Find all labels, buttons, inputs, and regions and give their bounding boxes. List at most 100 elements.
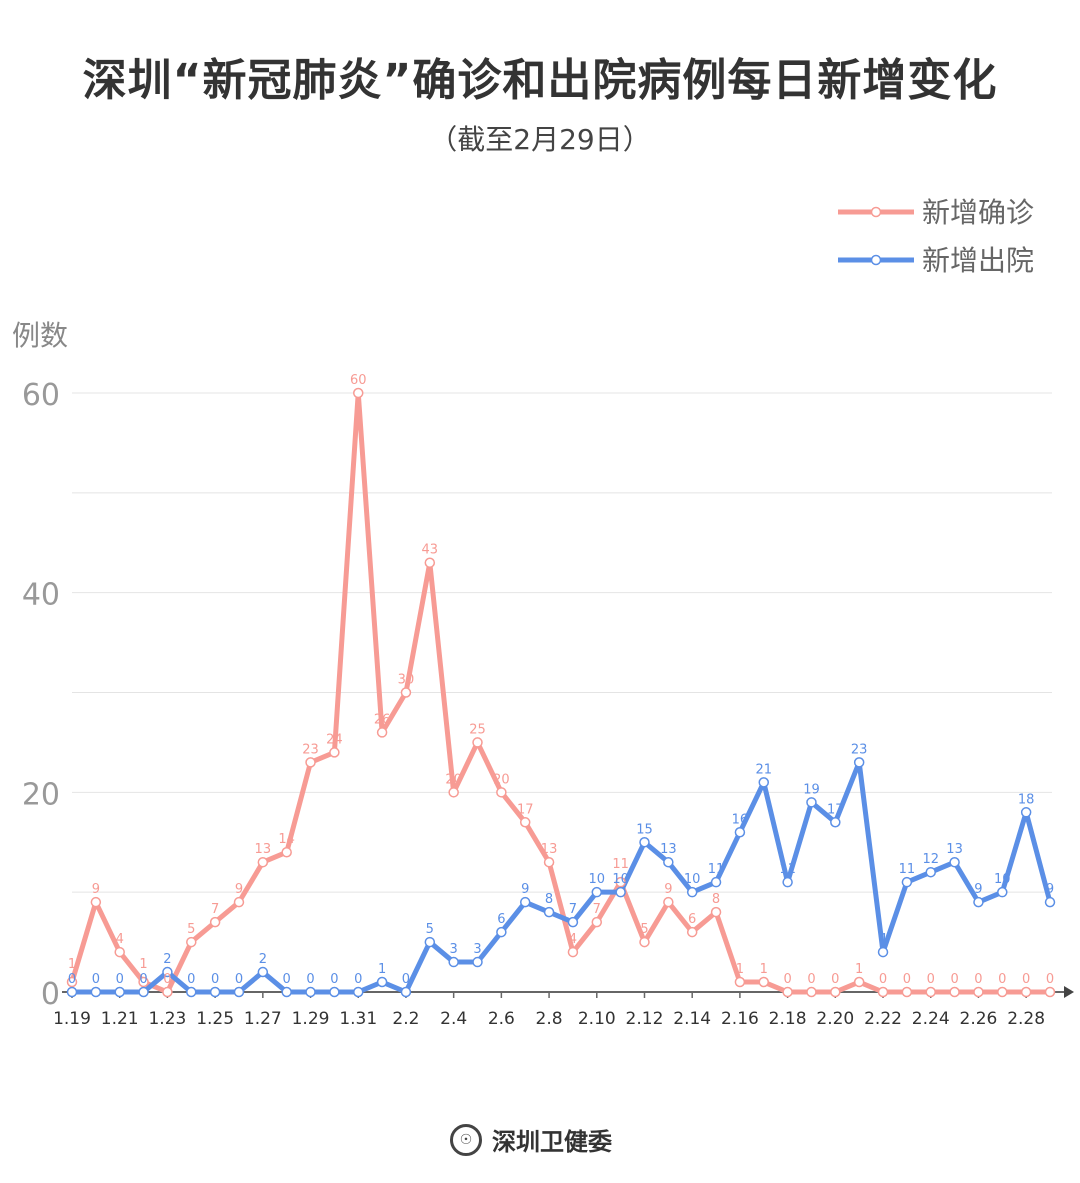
data-label: 3 [473,942,481,957]
data-point [233,896,245,908]
data-label: 0 [330,972,338,987]
data-point [806,797,817,808]
data-point [925,866,936,878]
chart-title: 深圳“新冠肺炎”确诊和出院病例每日新增变化 [82,55,998,106]
data-point [925,986,936,998]
data-point [949,856,960,868]
data-point [973,986,984,998]
data-point [686,886,698,898]
x-tick-label: 2.26 [960,1009,998,1029]
y-tick-label: 40 [22,578,60,613]
data-label: 23 [302,742,319,757]
data-label: 4 [569,932,577,947]
x-tick-label: 2.6 [488,1009,515,1029]
data-label: 24 [326,732,343,747]
data-point [949,986,960,998]
data-label: 8 [712,892,720,907]
data-point [66,986,78,998]
data-point [209,986,221,998]
data-label: 2 [259,952,267,967]
data-label: 1 [760,962,768,977]
legend-label: 新增出院 [922,244,1034,277]
data-point [114,986,125,998]
data-label: 21 [755,762,772,777]
data-point [877,946,889,958]
data-point [472,737,483,748]
data-point [997,986,1008,998]
data-point [114,946,125,958]
data-point [329,747,340,758]
data-point [352,387,364,399]
data-point [615,876,626,888]
data-label: 0 [68,972,76,987]
x-tick-label: 2.12 [626,1009,664,1029]
x-tick-label: 1.21 [101,1009,139,1029]
data-label: 8 [545,892,553,907]
y-tick-label: 60 [22,378,60,413]
data-label: 13 [541,842,558,857]
data-point [448,956,459,968]
series-line-1 [72,759,1053,995]
data-point [591,886,603,898]
data-label: 10 [994,872,1011,887]
data-point [1020,807,1032,818]
data-label: 15 [636,822,653,837]
data-label: 0 [807,972,815,987]
data-label: 0 [950,972,958,987]
x-tick-label: 1.25 [196,1009,234,1029]
data-point [138,976,149,988]
data-point [519,896,531,908]
data-point [901,986,913,998]
data-label: 0 [783,972,791,987]
data-label: 23 [851,742,868,757]
data-point [305,986,316,998]
data-label: 11 [779,862,796,877]
data-label: 2 [163,952,171,967]
data-label: 0 [974,972,982,987]
data-point [209,916,221,928]
data-label: 0 [92,972,100,987]
x-tick-label: 2.16 [721,1009,759,1029]
data-label: 0 [211,972,219,987]
data-point [830,817,841,828]
x-tick-label: 2.28 [1007,1009,1045,1029]
data-point [567,916,579,928]
data-point [329,986,340,998]
data-label: 5 [640,922,648,937]
data-label: 60 [350,373,367,388]
data-point [663,856,674,868]
data-point [758,777,770,788]
data-point [66,976,78,988]
data-point [734,827,746,838]
data-label: 11 [708,862,725,877]
data-label: 0 [1046,972,1054,987]
data-point [710,876,722,888]
data-point [758,976,770,988]
data-label: 0 [354,972,362,987]
data-label: 13 [660,842,677,857]
data-label: 3 [450,942,458,957]
data-label: 9 [974,882,982,897]
logo-icon: ☉ [450,1123,482,1156]
data-point [400,986,412,998]
data-point [424,936,436,948]
x-tick-label: 2.18 [769,1009,807,1029]
data-point [138,986,149,998]
data-point [1044,896,1056,908]
data-point [877,986,889,998]
data-label: 13 [946,842,963,857]
data-point [853,976,865,988]
x-tick-label: 1.27 [244,1009,282,1029]
data-point [305,757,316,768]
data-label: 1 [736,962,744,977]
data-point [448,787,459,798]
data-label: 11 [899,862,916,877]
data-label: 0 [879,972,887,987]
legend-marker [870,254,882,266]
x-tick-label: 2.14 [673,1009,711,1029]
data-label: 5 [187,922,195,937]
data-point [543,856,555,868]
data-label: 25 [469,722,486,737]
data-label: 0 [139,972,147,987]
